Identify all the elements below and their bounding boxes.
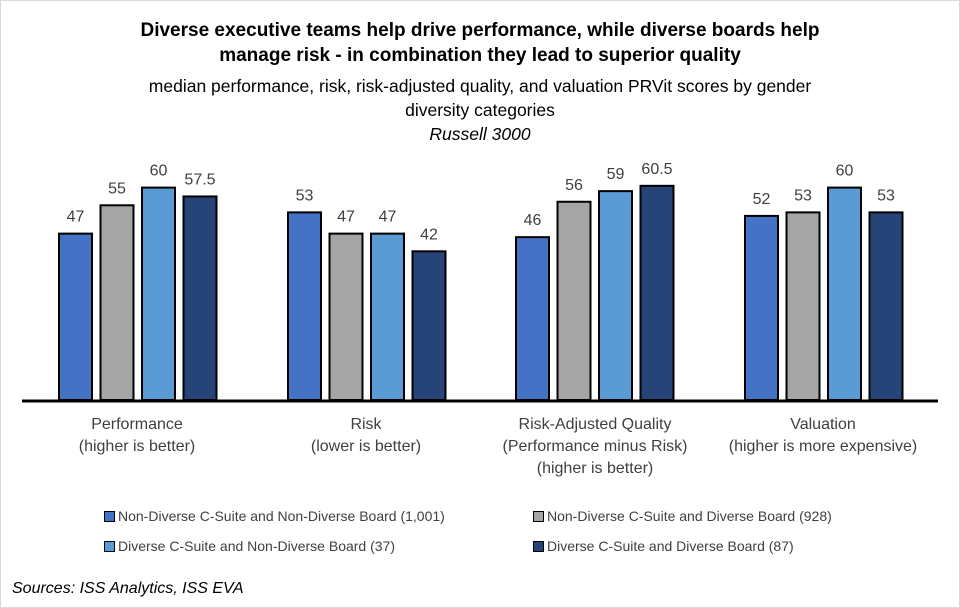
bar-series-1-category-2: [287, 211, 322, 401]
data-label: 52: [753, 191, 771, 208]
data-label: 59: [607, 166, 625, 183]
legend-item: Non-Diverse C-Suite and Diverse Board (9…: [533, 508, 832, 524]
bar-series-2-category-4: [785, 211, 821, 401]
data-label: 53: [877, 187, 895, 204]
data-label: 53: [296, 187, 314, 204]
x-tick-label-line: (higher is more expensive): [728, 438, 918, 455]
data-label: 55: [108, 180, 126, 197]
legend-label: Diverse C-Suite and Non-Diverse Board (3…: [118, 538, 395, 554]
x-tick-label-line: (higher is better): [78, 438, 196, 455]
data-label: 42: [420, 226, 438, 243]
legend-label: Non-Diverse C-Suite and Non-Diverse Boar…: [118, 508, 445, 524]
chart-title: Diverse executive teams help drive perfo…: [0, 18, 960, 68]
bar-series-4-category-4: [868, 211, 904, 401]
bar-series-3-category-2: [370, 232, 405, 401]
bar-series-3-category-4: [827, 186, 862, 401]
chart-title-line-1: Diverse executive teams help drive perfo…: [140, 20, 820, 41]
legend-label: Non-Diverse C-Suite and Diverse Board (9…: [547, 508, 832, 524]
x-tick-label-line: Risk-Adjusted Quality: [518, 416, 672, 433]
bar-series-3-category-3: [598, 190, 633, 401]
legend-item: Diverse C-Suite and Non-Diverse Board (3…: [104, 538, 395, 554]
bar-series-2-category-3: [556, 200, 592, 401]
x-tick-label-line: Performance: [91, 416, 183, 433]
chart-subtitle-index: Russell 3000: [429, 124, 531, 144]
data-label: 47: [337, 209, 355, 226]
data-label: 47: [379, 209, 397, 226]
legend-item: Non-Diverse C-Suite and Non-Diverse Boar…: [104, 508, 445, 524]
bar-series-2-category-1: [99, 204, 135, 401]
source-note: Sources: ISS Analytics, ISS EVA: [12, 580, 244, 597]
bar-series-1-category-1: [58, 232, 93, 401]
bar-series-4-category-1: [182, 195, 218, 401]
legend-swatch: [533, 540, 544, 552]
data-label: 53: [794, 187, 812, 204]
x-tick-label-line: (Performance minus Risk): [502, 438, 688, 455]
chart-subtitle-line-1: median performance, risk, risk-adjusted …: [148, 76, 812, 96]
x-tick-label-line: Risk: [350, 416, 382, 433]
legend-item: Diverse C-Suite and Diverse Board (87): [533, 538, 794, 554]
bar-series-1-category-4: [744, 214, 779, 401]
bar-series-1-category-3: [515, 236, 550, 401]
x-tick-label: Performance (higher is better): [27, 414, 247, 458]
x-tick-label: Risk-Adjusted Quality (Performance minus …: [485, 414, 705, 480]
legend-swatch: [104, 510, 115, 522]
chart-subtitle: median performance, risk, risk-adjusted …: [0, 74, 960, 122]
legend-label: Diverse C-Suite and Diverse Board (87): [547, 538, 794, 554]
legend-swatch: [533, 510, 544, 522]
data-label: 60.5: [641, 161, 672, 178]
data-label: 57.5: [184, 171, 215, 188]
data-label: 47: [67, 209, 85, 226]
data-label: 60: [150, 163, 168, 180]
data-label: 60: [836, 163, 854, 180]
x-tick-label: Valuation (higher is more expensive): [713, 414, 933, 458]
x-tick-label-line: (higher is better): [536, 460, 654, 477]
x-tick-label: Risk (lower is better): [256, 414, 476, 458]
x-tick-label-line: (lower is better): [310, 438, 422, 455]
chart-subtitle-line-2: diversity categories: [405, 100, 555, 120]
chart-title-line-2: manage risk - in combination they lead t…: [219, 45, 741, 66]
bar-series-2-category-2: [328, 232, 364, 401]
bar-series-3-category-1: [141, 186, 176, 401]
bar-series-4-category-3: [639, 184, 675, 401]
data-label: 56: [565, 177, 583, 194]
bar-series-4-category-2: [411, 250, 447, 401]
data-label: 46: [524, 212, 542, 229]
legend-swatch: [104, 540, 115, 552]
x-tick-label-line: Valuation: [790, 416, 856, 433]
